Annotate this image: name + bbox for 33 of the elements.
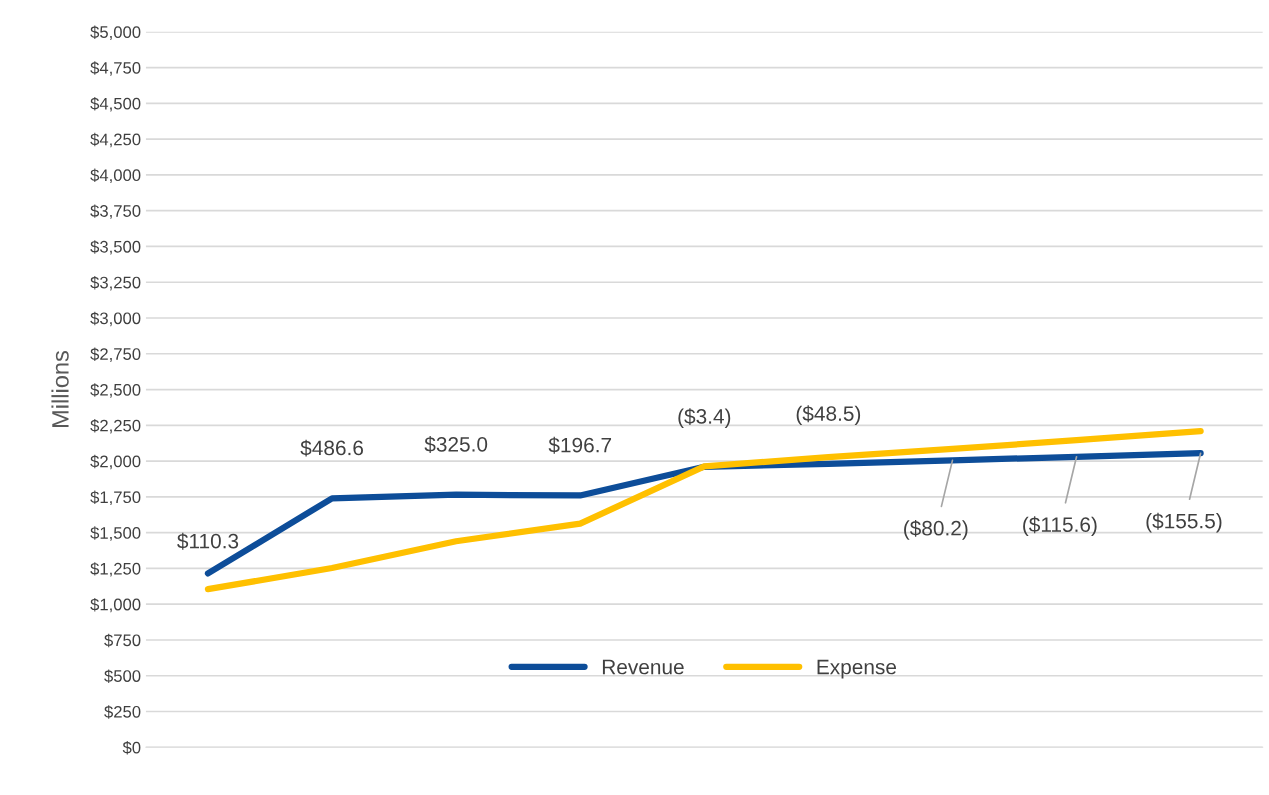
legend-label: Revenue — [602, 659, 684, 675]
annotation: $196.7 — [548, 436, 612, 454]
annotation: ($155.5) — [1146, 512, 1222, 533]
y-tick-label: $2,000 — [90, 454, 141, 470]
y-tick-label: $4,500 — [90, 97, 141, 112]
y-tick-label: $3,750 — [90, 204, 141, 219]
y-tick-label: $4,000 — [90, 168, 141, 184]
y-tick-label: $3,000 — [90, 311, 141, 327]
y-tick-label: $1,500 — [90, 526, 141, 541]
y-tick-label: $1,000 — [90, 597, 141, 613]
annotation: $325.0 — [424, 436, 488, 453]
annotation: ($48.5) — [796, 405, 861, 426]
annotation: ($3.4) — [678, 408, 731, 428]
y-tick-label: $250 — [104, 705, 141, 719]
annotation: ($115.6) — [1023, 516, 1097, 537]
y-tick-label: $2,750 — [90, 347, 141, 362]
y-tick-label: $500 — [104, 669, 141, 683]
y-tick-label: $3,250 — [90, 275, 141, 291]
annotation: $110.3 — [177, 532, 239, 550]
y-tick-label: $1,250 — [90, 562, 141, 577]
y-tick-label: $2,250 — [90, 419, 141, 434]
y-tick-label: $4,250 — [90, 132, 141, 148]
legend-label: Expense — [817, 659, 897, 679]
annotation: $486.6 — [300, 439, 363, 457]
y-tick-label: $4,750 — [90, 61, 141, 76]
annotation: ($80.2) — [904, 519, 968, 540]
y-tick-label: $1,750 — [90, 490, 141, 506]
y-tick-label: $3,500 — [90, 240, 141, 255]
y-tick-label: $750 — [104, 633, 141, 648]
y-tick-label: $5,000 — [90, 25, 141, 40]
y-axis-title: Millions — [51, 351, 69, 427]
y-tick-label: $0 — [122, 741, 141, 755]
y-tick-label: $2,500 — [90, 383, 141, 398]
